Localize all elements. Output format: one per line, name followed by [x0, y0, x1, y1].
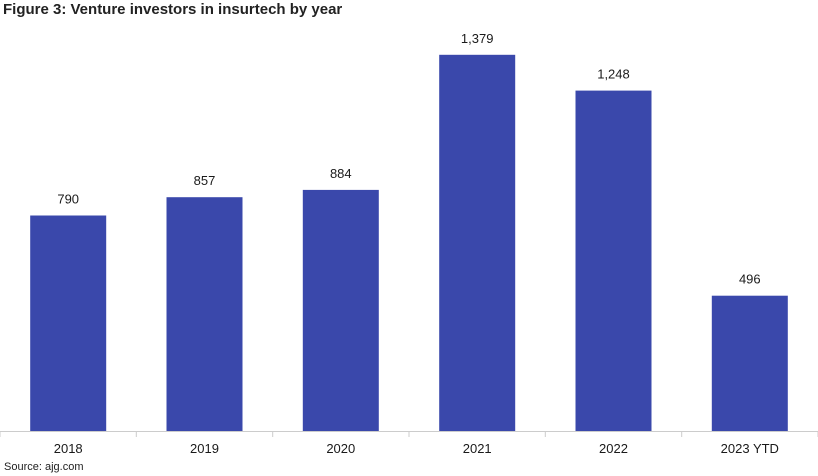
- bar-2021: [439, 54, 516, 432]
- value-label: 790: [57, 192, 79, 207]
- value-labels-group: 790 857 884 1,379 1,248 496: [57, 31, 760, 287]
- category-labels-group: 2018 2019 2020 2021 2022 2023 YTD: [54, 441, 779, 456]
- chart-title: Figure 3: Venture investors in insurtech…: [3, 1, 343, 18]
- category-label: 2020: [326, 441, 355, 456]
- source-note: Source: ajg.com: [4, 461, 84, 473]
- value-label: 1,248: [597, 67, 630, 82]
- bar-2020: [302, 189, 379, 431]
- category-label: 2023 YTD: [721, 441, 779, 456]
- category-label: 2022: [599, 441, 628, 456]
- category-label: 2019: [190, 441, 219, 456]
- value-label: 496: [739, 272, 761, 287]
- value-label: 1,379: [461, 31, 494, 46]
- value-label: 884: [330, 166, 352, 181]
- bar-2022: [575, 90, 652, 431]
- category-label: 2018: [54, 441, 83, 456]
- bars-group: [30, 54, 788, 432]
- value-label: 857: [194, 173, 216, 188]
- bar-2019: [166, 197, 243, 431]
- x-axis-ticks-group: [0, 431, 818, 437]
- category-label: 2021: [463, 441, 492, 456]
- bar-2018: [30, 215, 107, 431]
- bar-2023-ytd: [711, 295, 788, 431]
